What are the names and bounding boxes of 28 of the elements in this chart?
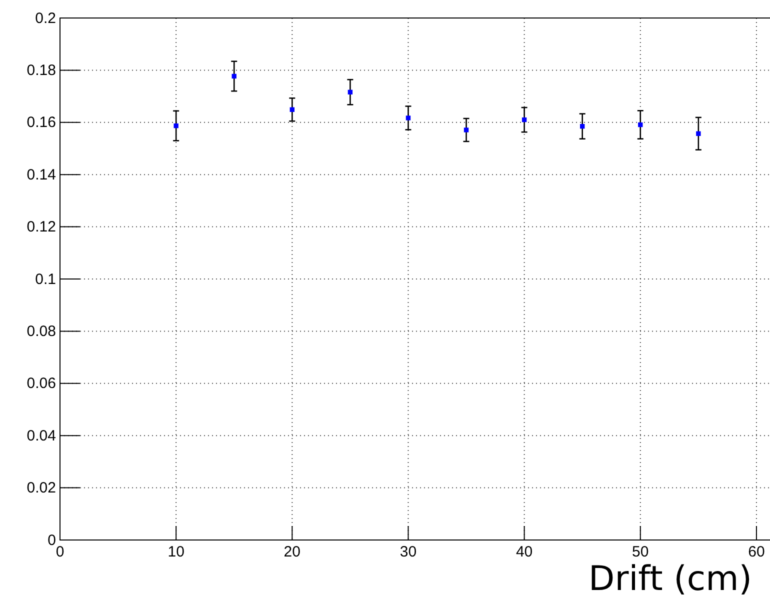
y-tick-label: 0.02 [26,480,56,497]
y-tick-label: 0.2 [35,10,56,27]
y-tick-label: 0.18 [26,62,56,79]
x-tick-label: 20 [284,544,300,561]
point [290,107,294,112]
point [580,124,585,129]
point [174,123,178,128]
x-tick-label: 40 [516,544,533,561]
x-tick-label: 30 [400,544,417,561]
y-tick-label: 0 [48,532,56,549]
y-tick-label: 0.12 [26,218,56,236]
point [638,122,643,128]
point [232,74,236,79]
y-tick-label: 0.06 [26,375,56,392]
point [406,116,411,120]
x-tick-label: 60 [748,544,765,561]
x-tick-label: 10 [168,544,184,561]
point [464,128,469,132]
y-tick-label: 0.1 [35,270,56,288]
point [522,117,527,122]
y-tick-label: 0.14 [26,166,56,184]
y-tick-label: 0.04 [26,427,56,444]
y-tick-label: 0.08 [26,323,56,340]
x-tick-label: 50 [632,544,649,561]
point [348,90,353,94]
x-axis-title: Drift (cm) [588,559,752,599]
y-tick-label: 0.16 [26,114,56,132]
point [696,131,701,136]
